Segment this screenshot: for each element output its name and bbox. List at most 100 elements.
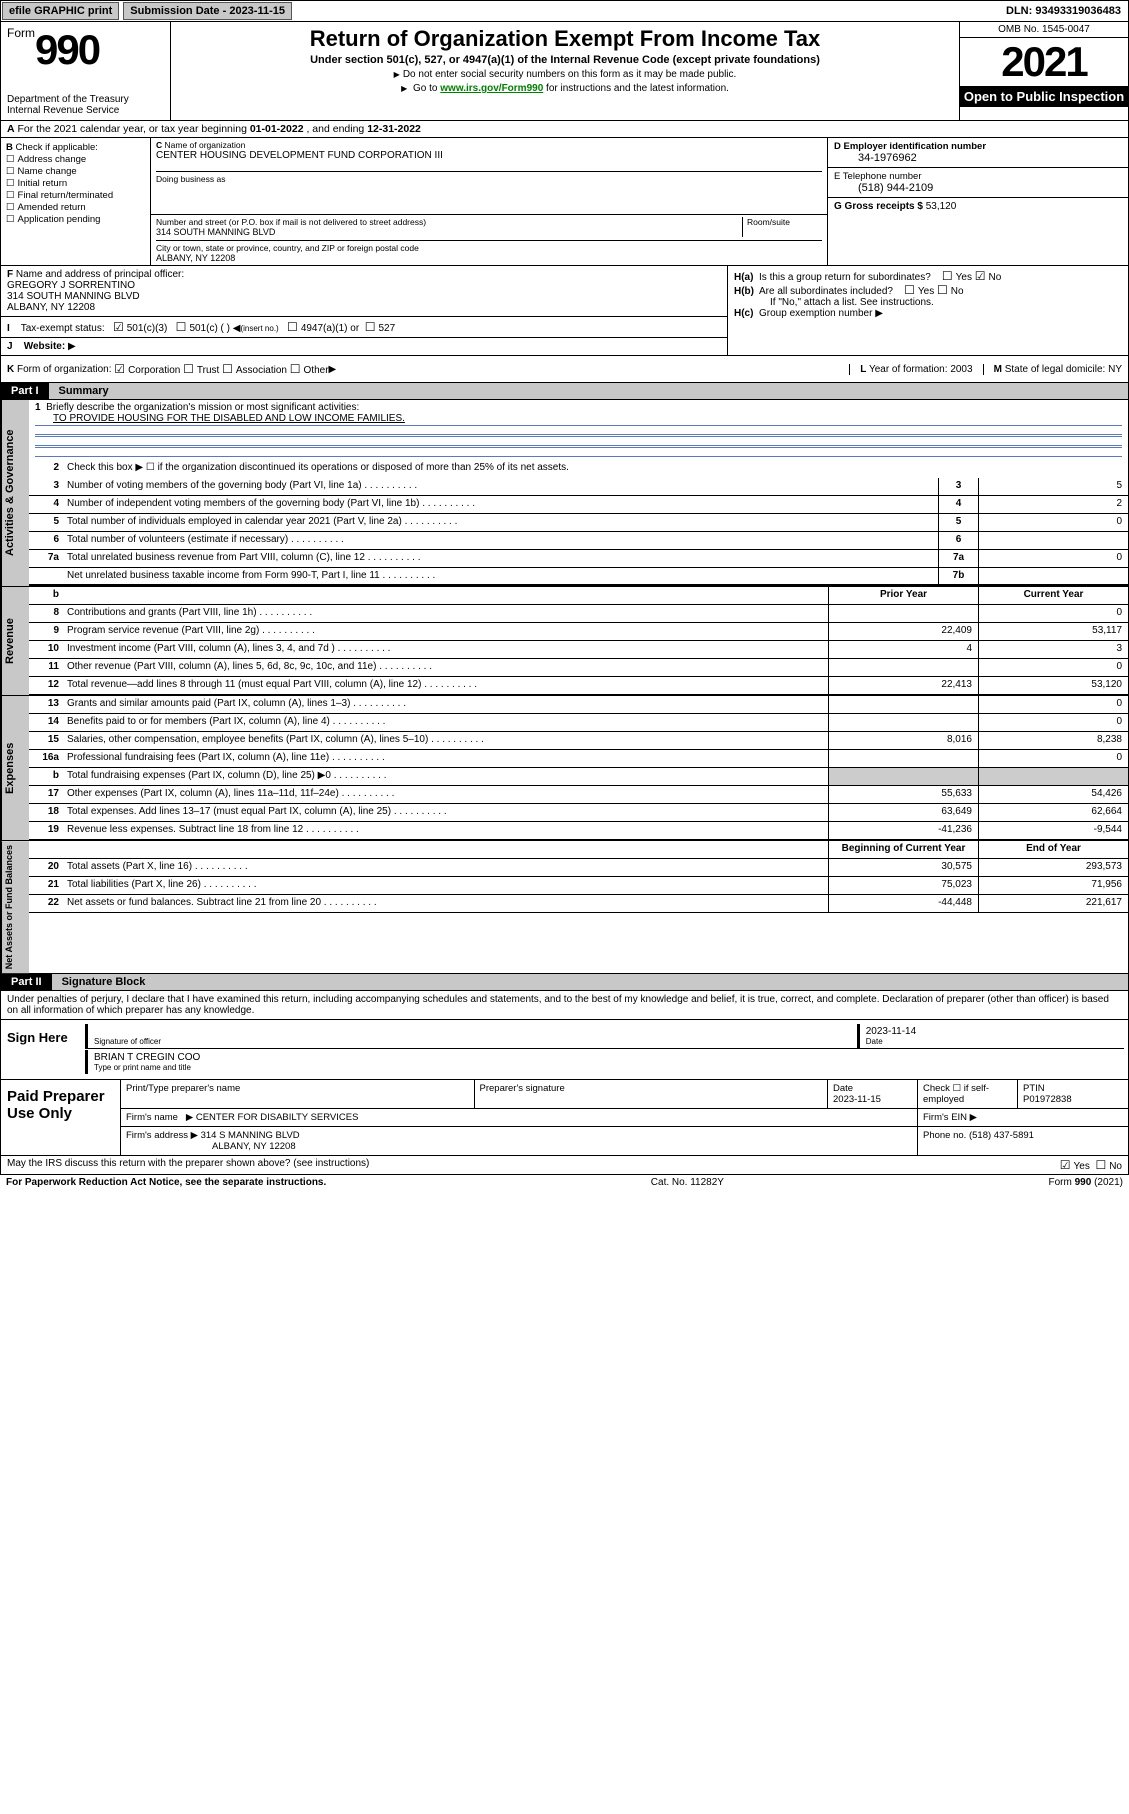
l3-value: 5	[978, 478, 1128, 495]
line-2: 2 Check this box ▶ ☐ if the organization…	[29, 460, 1128, 478]
row-num: 18	[29, 804, 63, 821]
irs-link[interactable]: www.irs.gov/Form990	[440, 83, 543, 94]
vtab-revenue: Revenue	[1, 587, 29, 695]
firm-phone-label: Phone no.	[923, 1130, 966, 1141]
omb-number: OMB No. 1545-0047	[960, 22, 1128, 38]
col-c-and-right: C Name of organization CENTER HOUSING DE…	[151, 138, 1128, 265]
part1-header: Part I Summary	[0, 383, 1129, 400]
chk-501c[interactable]: 501(c) ( )	[176, 323, 230, 334]
part2-num: Part II	[1, 974, 52, 990]
firm-addr2: ALBANY, NY 12208	[126, 1141, 296, 1152]
header-right: OMB No. 1545-0047 2021 Open to Public In…	[960, 22, 1128, 120]
table-row: 9Program service revenue (Part VIII, lin…	[29, 623, 1128, 641]
chk-initial-return[interactable]: Initial return	[6, 178, 145, 189]
l4-num: 4	[29, 496, 63, 513]
line-6: 6 Total number of volunteers (estimate i…	[29, 532, 1128, 550]
table-row: 18Total expenses. Add lines 13–17 (must …	[29, 804, 1128, 822]
prep-name-label: Print/Type preparer's name	[126, 1083, 240, 1094]
row-num: 14	[29, 714, 63, 731]
firm-addr-label: Firm's address	[126, 1130, 188, 1141]
efile-button[interactable]: efile GRAPHIC print	[2, 2, 119, 20]
subdate-label: Submission Date -	[130, 5, 229, 17]
row-prior: 30,575	[828, 859, 978, 876]
ha-yes[interactable]: Yes	[942, 272, 972, 283]
table-row: 17Other expenses (Part IX, column (A), l…	[29, 786, 1128, 804]
m-label: State of legal domicile:	[1005, 364, 1106, 375]
table-row: bTotal fundraising expenses (Part IX, co…	[29, 768, 1128, 786]
l7a-value: 0	[978, 550, 1128, 567]
ha-no[interactable]: No	[975, 272, 1002, 283]
l3-cellnum: 3	[938, 478, 978, 495]
row-desc: Professional fundraising fees (Part IX, …	[63, 750, 828, 767]
ein-value: 34-1976962	[834, 152, 1122, 164]
chk-other[interactable]: Other	[290, 362, 329, 376]
table-row: 10Investment income (Part VIII, column (…	[29, 641, 1128, 659]
l4-value: 2	[978, 496, 1128, 513]
row-desc: Total expenses. Add lines 13–17 (must eq…	[63, 804, 828, 821]
line-4: 4 Number of independent voting members o…	[29, 496, 1128, 514]
l7a-num: 7a	[29, 550, 63, 567]
row-current: 293,573	[978, 859, 1128, 876]
chk-name-change[interactable]: Name change	[6, 166, 145, 177]
officer-addr1: 314 SOUTH MANNING BLVD	[7, 291, 140, 302]
row-prior	[828, 750, 978, 767]
chk-amended-return[interactable]: Amended return	[6, 202, 145, 213]
chk-4947[interactable]: 4947(a)(1) or	[287, 323, 359, 334]
row-current: -9,544	[978, 822, 1128, 839]
row-k-form-org: K Form of organization: Corporation Trus…	[0, 356, 1129, 383]
dln-value: 93493319036483	[1035, 5, 1121, 17]
chk-corporation[interactable]: Corporation	[114, 362, 180, 376]
l6-cellnum: 6	[938, 532, 978, 549]
l3-num: 3	[29, 478, 63, 495]
row-num: 15	[29, 732, 63, 749]
tax-year: 2021	[960, 38, 1128, 86]
chk-trust[interactable]: Trust	[183, 362, 219, 376]
row-num: 16a	[29, 750, 63, 767]
section-governance: Activities & Governance 1 Briefly descri…	[0, 400, 1129, 587]
prep-date-label: Date	[833, 1083, 853, 1094]
city-value: ALBANY, NY 12208	[156, 253, 822, 263]
row-a-end: 12-31-2022	[367, 123, 421, 135]
org-name-box: C Name of organization CENTER HOUSING DE…	[151, 138, 828, 215]
addr-value: 314 SOUTH MANNING BLVD	[156, 227, 742, 237]
submission-date-box: Submission Date - 2023-11-15	[123, 2, 292, 20]
l7a-cellnum: 7a	[938, 550, 978, 567]
m-value: NY	[1108, 364, 1122, 375]
row-current: 54,426	[978, 786, 1128, 803]
link-post: for instructions and the latest informat…	[543, 83, 729, 94]
hb-note: If "No," attach a list. See instructions…	[734, 297, 1122, 308]
principal-officer-box: F Name and address of principal officer:…	[1, 266, 727, 317]
hb-yes[interactable]: Yes	[904, 286, 934, 297]
chk-application-pending[interactable]: Application pending	[6, 214, 145, 225]
chk-501c3[interactable]: 501(c)(3)	[113, 323, 167, 334]
chk-association[interactable]: Association	[222, 362, 287, 376]
l1-desc: Briefly describe the organization's miss…	[46, 402, 359, 413]
ssn-note: Do not enter social security numbers on …	[177, 69, 953, 80]
discuss-no[interactable]: No	[1095, 1161, 1122, 1172]
table-row: 21Total liabilities (Part X, line 26)75,…	[29, 877, 1128, 895]
mission-blank-line	[35, 447, 1122, 457]
discuss-yes[interactable]: Yes	[1060, 1161, 1090, 1172]
row-desc: Revenue less expenses. Subtract line 18 …	[63, 822, 828, 839]
firm-name: CENTER FOR DISABILTY SERVICES	[196, 1112, 359, 1123]
line-3: 3 Number of voting members of the govern…	[29, 478, 1128, 496]
prep-self-employed[interactable]: Check ☐ if self-employed	[918, 1080, 1018, 1108]
row-num: 11	[29, 659, 63, 676]
website-row: J Website: ▶	[1, 338, 727, 355]
officer-signature[interactable]	[94, 1026, 851, 1037]
table-row: 22Net assets or fund balances. Subtract …	[29, 895, 1128, 913]
row-desc: Total fundraising expenses (Part IX, col…	[63, 768, 828, 785]
row-desc: Benefits paid to or for members (Part IX…	[63, 714, 828, 731]
table-row: 14Benefits paid to or for members (Part …	[29, 714, 1128, 732]
mission-blank-line	[35, 425, 1122, 435]
row-num: 8	[29, 605, 63, 622]
dln-label: DLN:	[1006, 5, 1035, 17]
hb-no[interactable]: No	[937, 286, 964, 297]
form-header: Form990 Department of the Treasury Inter…	[0, 22, 1129, 121]
chk-527[interactable]: 527	[365, 323, 395, 334]
addr-label: Number and street (or P.O. box if mail i…	[156, 217, 742, 227]
prep-sig-label: Preparer's signature	[480, 1083, 565, 1094]
l-value: 2003	[950, 364, 972, 375]
chk-address-change[interactable]: Address change	[6, 154, 145, 165]
chk-final-return[interactable]: Final return/terminated	[6, 190, 145, 201]
